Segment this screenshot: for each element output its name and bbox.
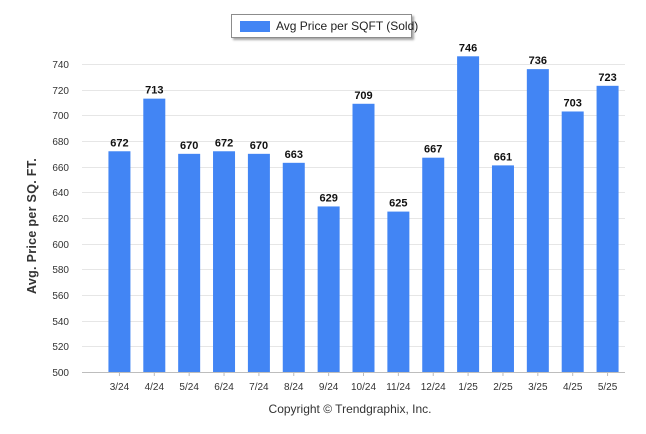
bar [491, 165, 514, 372]
legend-label: Avg Price per SQFT (Sold) [276, 19, 419, 33]
x-tick-label: 11/24 [386, 382, 411, 393]
bar [596, 85, 619, 373]
bar [561, 111, 584, 372]
y-tick-label: 520 [52, 342, 69, 353]
x-tick-label: 7/24 [249, 382, 269, 393]
y-tick-label: 640 [52, 188, 69, 199]
data-label: 672 [215, 137, 233, 149]
data-label: 746 [459, 42, 477, 54]
x-tick-label: 12/24 [421, 382, 446, 393]
y-tick-label: 680 [52, 137, 69, 148]
bar [317, 206, 340, 372]
data-labels: 672 713 670 672 670 663 629 709 625 667 746 661 736 7… [110, 42, 616, 209]
y-tick-label: 540 [52, 317, 69, 328]
data-label: 663 [285, 149, 303, 161]
bar [526, 69, 549, 372]
x-tick-label: 3/24 [110, 382, 130, 393]
y-tick-label: 500 [52, 368, 69, 379]
data-label: 709 [354, 90, 372, 102]
data-label: 723 [598, 72, 616, 84]
x-tick-label: 9/24 [319, 382, 339, 393]
y-tick-label: 720 [52, 86, 69, 97]
bar [213, 151, 236, 372]
data-label: 703 [564, 97, 582, 109]
y-tick-label: 580 [52, 265, 69, 276]
x-tick-label: 5/25 [598, 382, 618, 393]
x-tick-label: 4/25 [563, 382, 583, 393]
y-tick-label: 620 [52, 214, 69, 225]
bar [352, 103, 375, 373]
x-tick-label: 4/24 [145, 382, 165, 393]
y-tick-label: 600 [52, 240, 69, 251]
bar [108, 151, 131, 372]
y-tick-label: 740 [52, 60, 69, 71]
bars [108, 56, 619, 373]
data-label: 672 [110, 137, 128, 149]
copyright-footer: Copyright © Trendgraphix, Inc. [269, 402, 432, 416]
data-label: 661 [494, 151, 512, 163]
bar [422, 157, 445, 372]
x-tick-label: 8/24 [284, 382, 304, 393]
bar [282, 162, 305, 372]
y-tick-label: 660 [52, 163, 69, 174]
data-label: 667 [424, 144, 442, 156]
bar [178, 153, 201, 372]
data-label: 670 [250, 140, 268, 152]
y-axis-ticks: 500 520 540 560 580 600 620 640 660 680 700 720 740 [52, 60, 69, 379]
x-tick-label: 5/24 [179, 382, 199, 393]
y-axis-title: Avg. Price per SQ. FT. [25, 158, 39, 294]
x-axis-ticks: 3/24 4/24 5/24 6/24 7/24 8/24 9/24 10/24 11/24 12… [110, 372, 618, 393]
x-tick-label: 2/25 [493, 382, 513, 393]
x-tick-label: 1/25 [458, 382, 478, 393]
bar [457, 56, 480, 373]
bar [247, 153, 270, 372]
x-tick-label: 6/24 [214, 382, 234, 393]
legend: Avg Price per SQFT (Sold) [231, 14, 418, 38]
x-tick-label: 10/24 [351, 382, 376, 393]
x-tick-label: 3/25 [528, 382, 548, 393]
data-label: 713 [145, 85, 163, 97]
bar [143, 98, 166, 373]
legend-swatch [240, 21, 270, 32]
data-label: 629 [319, 192, 337, 204]
data-label: 625 [389, 198, 407, 210]
data-label: 736 [529, 55, 547, 67]
bar [387, 211, 410, 372]
y-tick-label: 560 [52, 291, 69, 302]
y-tick-label: 700 [52, 111, 69, 122]
data-label: 670 [180, 140, 198, 152]
